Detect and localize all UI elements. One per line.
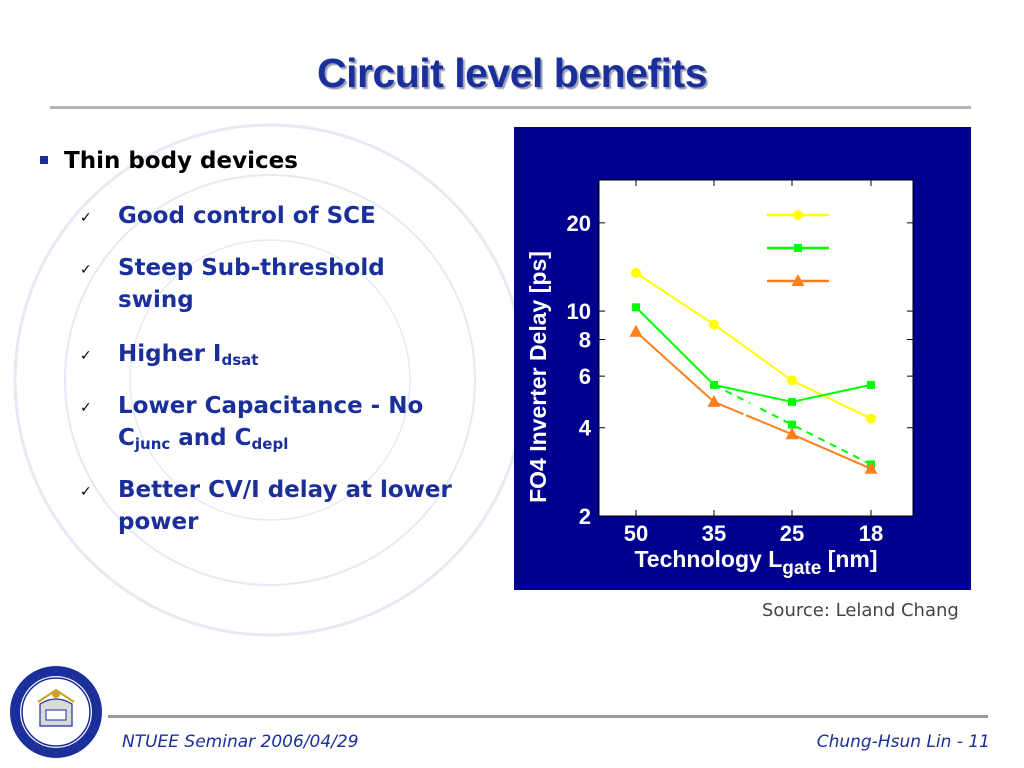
legend-label: DG — [840, 271, 872, 294]
seal-watermark — [13, 123, 527, 637]
utb-marker — [794, 244, 802, 252]
x-axis-label: Technology Lgate [nm] — [634, 546, 877, 579]
utb-marker — [867, 380, 875, 389]
x-tick-label: 25 — [780, 521, 804, 546]
annotation-lt5nm-value: < 5nm — [668, 470, 726, 492]
university-seal-logo — [10, 666, 102, 758]
plot-area — [598, 179, 914, 517]
annotation-arrow — [819, 363, 853, 381]
dg-marker — [864, 461, 878, 474]
bulk-series-line — [635, 272, 872, 420]
x-tick-label: 18 — [859, 521, 883, 546]
dg-marker — [707, 394, 721, 407]
check-icon: ✓ — [80, 262, 92, 278]
dg-series-line — [635, 331, 872, 470]
main-bullet-text: Thin body devices — [64, 148, 298, 174]
sub-item-text: Better CV/I delay at lower power — [118, 477, 452, 535]
y-tick-label: 2 — [579, 504, 591, 529]
check-icon: ✓ — [80, 348, 92, 364]
sub-item-text: Steep Sub-threshold swing — [118, 255, 385, 313]
annotation-arrow — [727, 404, 754, 436]
sub-item-cvi: ✓ Better CV/I delay at lower power — [80, 474, 510, 538]
y-axis-label: FO4 Inverter Delay [ps] — [525, 251, 551, 503]
sub-item-idsat: ✓ Higher Idsat — [80, 338, 510, 376]
check-icon: ✓ — [80, 400, 92, 416]
legend-label: UTB — [840, 238, 883, 261]
y-tick-label: 20 — [567, 211, 591, 236]
bulk-marker — [793, 210, 803, 220]
annotation-5nm-value: = 5nm — [791, 342, 849, 364]
check-icon: ✓ — [80, 484, 92, 500]
delay-chart: 20 10 8 6 4 2 50 35 25 18 Bulk UTB DG Tbody,UTB = 5… — [514, 127, 971, 590]
main-bullet: Thin body devices — [40, 148, 298, 174]
utb-marker — [710, 380, 718, 389]
chart-svg: 20 10 8 6 4 2 50 35 25 18 Bulk UTB DG Tbody,UTB = 5… — [525, 179, 914, 579]
bulk-marker — [787, 375, 797, 386]
dg-marker — [629, 324, 643, 337]
legend-label: Bulk — [840, 205, 886, 228]
utb-marker — [632, 303, 640, 312]
sub-item-text: Higher Idsat — [118, 341, 259, 369]
utb-series-line — [635, 306, 872, 403]
x-tick-label: 50 — [624, 521, 648, 546]
square-bullet-icon — [40, 155, 48, 164]
arrowhead-icon — [744, 399, 757, 414]
check-icon: ✓ — [80, 210, 92, 226]
source-note: Source: Leland Chang — [762, 600, 959, 621]
sub-item-text: Lower Capacitance - No Cjunc and Cdepl — [118, 393, 424, 453]
y-tick-label: 6 — [579, 364, 591, 389]
utb-marker — [788, 420, 796, 429]
footer-seminar: NTUEE Seminar 2006/04/29 — [122, 732, 359, 752]
bulk-marker — [709, 319, 719, 330]
bulk-marker — [631, 267, 641, 278]
bulk-marker — [866, 413, 876, 424]
sub-item-capacitance: ✓ Lower Capacitance - No Cjunc and Cdepl — [80, 390, 510, 460]
slide-title: Circuit level benefits — [316, 50, 708, 96]
annotation-tbody-5nm: Tbody,UTB — [781, 313, 858, 338]
y-tick-label: 8 — [579, 327, 591, 352]
x-tick-label: 35 — [702, 521, 726, 546]
dg-marker — [785, 427, 799, 440]
y-tick-label: 10 — [567, 299, 591, 324]
utb-thin-dashed-line — [713, 384, 872, 466]
arrowhead-icon — [844, 371, 858, 383]
footer-divider — [108, 715, 988, 718]
sub-item-text: Good control of SCE — [118, 203, 376, 229]
sub-item-sce: ✓ Good control of SCE — [80, 200, 510, 232]
footer-author-page: Chung-Hsun Lin - 11 — [816, 732, 990, 752]
dg-marker — [791, 274, 805, 286]
title-divider — [50, 106, 971, 109]
annotation-tbody-lt5nm: Tbody,UTB — [658, 440, 735, 465]
y-tick-label: 4 — [579, 416, 592, 441]
utb-marker — [788, 397, 796, 406]
sub-item-swing: ✓ Steep Sub-threshold swing — [80, 252, 510, 316]
